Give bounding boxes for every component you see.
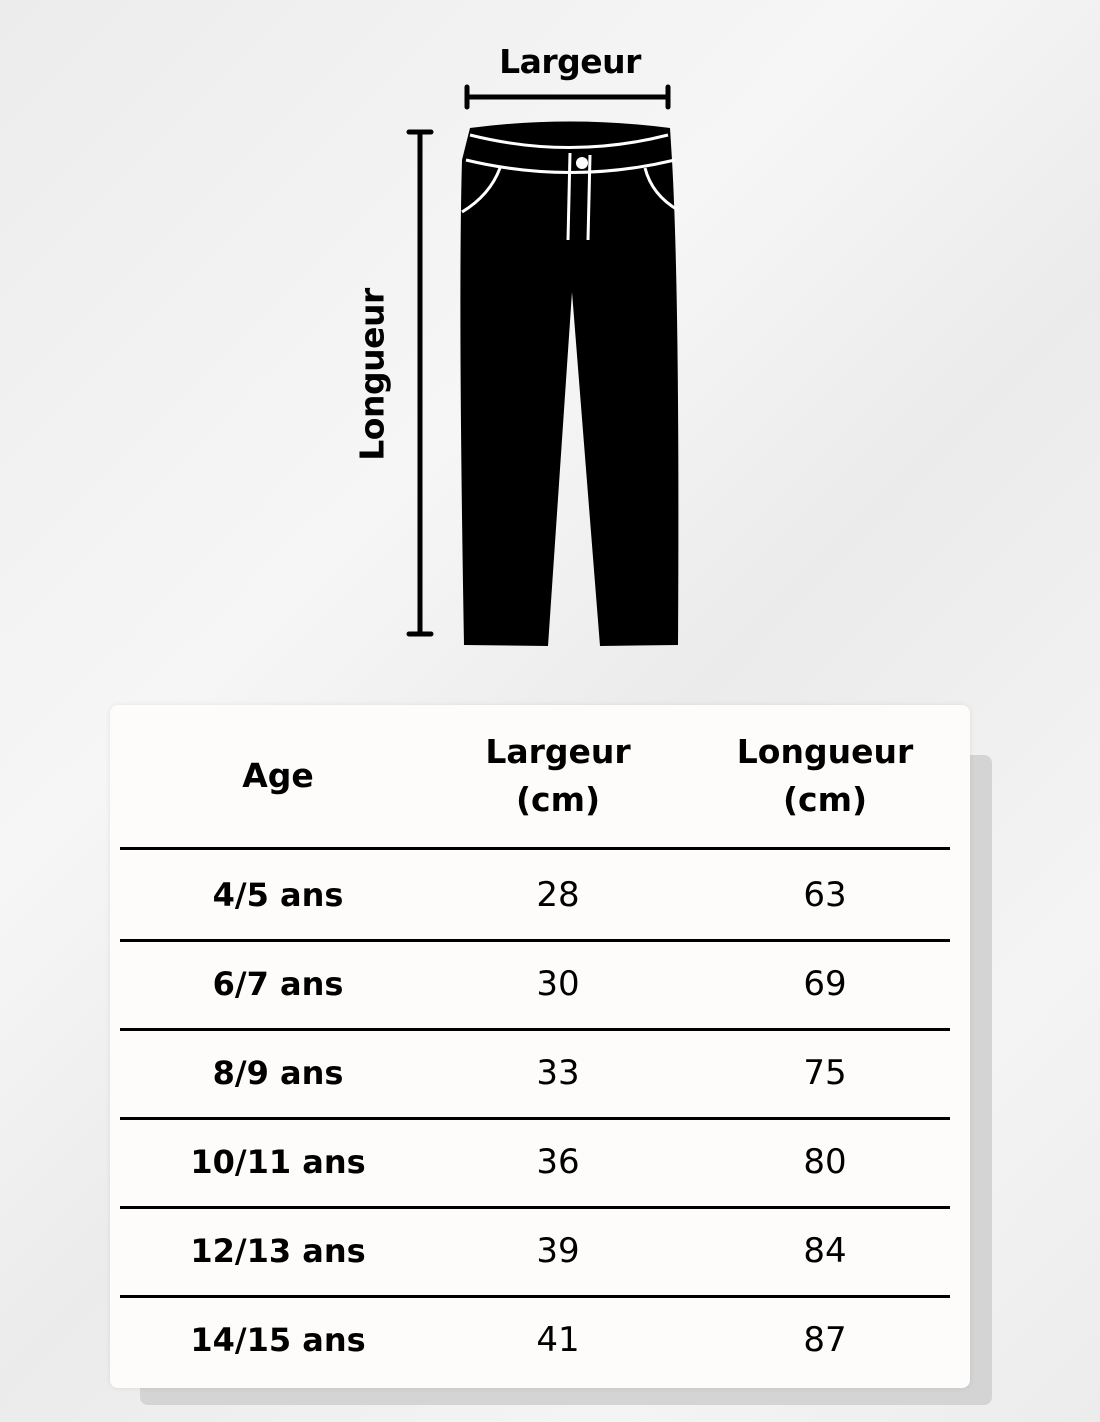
width-label: Largeur (499, 42, 641, 81)
table-header: Age Largeur (cm) Longueur (cm) (120, 705, 950, 850)
header-unit: (cm) (782, 780, 868, 819)
cell-width: 41 (536, 1319, 580, 1360)
cell-width: 33 (536, 1052, 580, 1093)
length-ruler (406, 129, 434, 637)
cell-length: 63 (803, 874, 847, 915)
header-unit: (cm) (515, 780, 601, 819)
header-text: Largeur (485, 732, 631, 771)
header-width: Largeur (cm) (458, 705, 658, 847)
cell-length: 69 (803, 963, 847, 1004)
table-row: 10/11 ans 36 80 (120, 1117, 950, 1209)
cell-length: 87 (803, 1319, 847, 1360)
table-row: 4/5 ans 28 63 (120, 850, 950, 942)
cell-age: 12/13 ans (190, 1231, 366, 1270)
cell-age: 14/15 ans (190, 1320, 366, 1359)
table-row: 14/15 ans 41 87 (120, 1295, 950, 1384)
cell-age: 6/7 ans (212, 964, 344, 1003)
table-row: 8/9 ans 33 75 (120, 1028, 950, 1120)
cell-width: 28 (536, 874, 580, 915)
cell-width: 30 (536, 963, 580, 1004)
cell-length: 84 (803, 1230, 847, 1271)
table-row: 6/7 ans 30 69 (120, 939, 950, 1031)
table-row: 12/13 ans 39 84 (120, 1206, 950, 1298)
cell-age: 4/5 ans (212, 875, 344, 914)
cell-length: 75 (803, 1052, 847, 1093)
width-ruler (464, 84, 671, 110)
pants-icon (460, 121, 679, 646)
header-text: Longueur (736, 732, 914, 771)
cell-width: 36 (536, 1141, 580, 1182)
cell-length: 80 (803, 1141, 847, 1182)
cell-width: 39 (536, 1230, 580, 1271)
header-text: Age (242, 756, 314, 795)
cell-age: 10/11 ans (190, 1142, 366, 1181)
size-table: Age Largeur (cm) Longueur (cm) 4/5 ans 28 63… (110, 705, 970, 1388)
header-age: Age (178, 705, 378, 847)
pants-illustration (406, 84, 679, 646)
cell-age: 8/9 ans (212, 1053, 344, 1092)
length-label: Longueur (352, 288, 392, 461)
header-length: Longueur (cm) (700, 705, 950, 847)
